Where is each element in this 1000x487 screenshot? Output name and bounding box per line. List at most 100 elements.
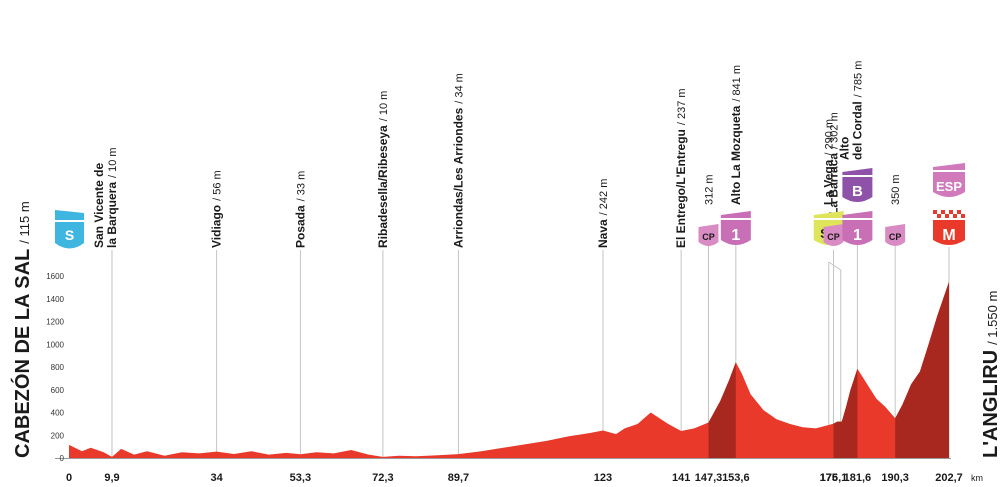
guide-line-la-vega: [828, 261, 842, 458]
location-name: Vidiago/ 56 m: [210, 170, 224, 248]
location-label: Arriondas/Les Arriondes/ 34 m: [451, 73, 465, 248]
bonus-flag-icon: [842, 168, 873, 175]
finish-flag-cell: [937, 214, 941, 218]
climb-category-marker: 1: [842, 211, 873, 245]
location-label: Alto La Mozqueta/ 841 m: [729, 65, 743, 205]
cp-marker: CP: [698, 224, 719, 246]
finish-flag-cell: [941, 210, 945, 214]
finish-marker: M: [933, 210, 965, 245]
finish-badge: [933, 220, 965, 245]
bonus-text: B: [852, 183, 863, 200]
location-name: Alto La Mozqueta/ 841 m: [729, 65, 743, 205]
x-tick-label: 89,7: [448, 472, 469, 484]
y-tick-label: 400: [51, 409, 65, 418]
finish-flag-cell: [961, 210, 965, 214]
finish-text: M: [942, 227, 955, 244]
finish-altitude: / 1.550 m: [985, 291, 1000, 345]
x-tick-label: 123: [594, 472, 612, 484]
finish-flag-cell: [949, 214, 953, 218]
location-altitude: 350 m: [890, 174, 902, 205]
location-name: la Barquera/ 10 m: [105, 147, 119, 248]
cp-marker: CP: [885, 224, 906, 246]
start-marker-text: S: [65, 227, 74, 243]
location-name: El Entrego/L'Entregu/ 237 m: [674, 88, 688, 248]
start-name: CABEZÓN DE LA SAL: [10, 249, 34, 458]
location-altitude: 312 m: [703, 174, 715, 205]
x-unit-label: km: [971, 473, 983, 483]
climb-category-text: 1: [731, 227, 740, 244]
special-badge: [933, 172, 965, 197]
location-name: Arriondas/Les Arriondes/ 34 m: [451, 73, 465, 248]
location-name: San Vicente de: [92, 163, 106, 248]
finish-flag-cell: [953, 210, 957, 214]
bonus-badge: [842, 177, 873, 202]
cp-text: CP: [827, 232, 840, 242]
location-label: 312 m: [703, 174, 715, 205]
x-tick-label: 72,3: [372, 472, 393, 484]
cp-badge: [823, 224, 844, 246]
y-tick-label: 1600: [46, 272, 64, 281]
profile-area: [69, 281, 949, 458]
location-altitude: / 242 m: [598, 179, 610, 216]
x-tick-label: 190,3: [881, 472, 909, 484]
x-axis: 0 9,9 34 53,3 72,3 89,7 123 141 147,3 153,6 175176…: [66, 472, 983, 484]
location-label: El Entrego/L'Entregu/ 237 m: [674, 88, 688, 248]
location-altitude: / 33 m: [295, 171, 307, 202]
special-marker: ESP: [933, 163, 965, 197]
location-altitude: / 785 m: [852, 61, 864, 98]
location-guides: [111, 245, 950, 458]
location-altitude: / 56 m: [212, 170, 224, 201]
location-name: Alto: [837, 137, 851, 160]
climb-badge: [842, 220, 873, 245]
climb-flag-icon: [720, 211, 751, 218]
location-altitude: / 302 m: [829, 112, 841, 149]
location-label: Nava/ 242 m: [596, 179, 610, 248]
location-label: La Vega/ 290 m: [822, 119, 836, 205]
start-badge: [55, 222, 84, 249]
location-label: Vidiago/ 56 m: [210, 170, 224, 248]
x-tick-label: 141: [672, 472, 690, 484]
elevation-profile: [55, 281, 951, 459]
finish-flag-cell: [933, 210, 937, 214]
location-label: 350 m: [890, 174, 902, 205]
finish-flag-cell: [933, 214, 937, 218]
x-tick-label: 9,9: [104, 472, 119, 484]
svg-text:CABEZÓN DE LA SAL/ 115 m: CABEZÓN DE LA SAL / 115 m: [10, 201, 34, 458]
climb-badge: [720, 220, 751, 245]
special-text: ESP: [936, 179, 962, 194]
climb-category-text: 1: [853, 227, 862, 244]
finish-flag-cell: [949, 210, 953, 214]
location-altitude: / 34 m: [453, 73, 465, 104]
climb-category-marker: 1: [720, 211, 751, 245]
cp-text: CP: [889, 232, 902, 242]
finish-flag-cell: [957, 210, 961, 214]
location-name: La Barraca/ 302 m: [827, 112, 841, 215]
y-tick-label: 1400: [46, 295, 64, 304]
cp-badge: [885, 224, 906, 246]
start-title: CABEZÓN DE LA SAL / 115 m: [10, 201, 34, 458]
location-altitude: / 237 m: [676, 88, 688, 125]
x-tick-label: 181,6: [844, 472, 872, 484]
location-label: Ribadesella/Ribeseya/ 10 m: [376, 91, 390, 248]
location-name: Ribadesella/Ribeseya/ 10 m: [376, 91, 390, 248]
finish-flag-cell: [937, 210, 941, 214]
climb-segment: [895, 281, 949, 458]
y-tick-label: 600: [51, 386, 65, 395]
svg-text:L'ANGLIRU/ 1.550 m: L'ANGLIRU / 1.550 m: [980, 291, 1000, 458]
cp-badge: [698, 224, 719, 246]
location-name: La Vega/ 290 m: [822, 119, 836, 205]
y-tick-label: 1000: [46, 340, 64, 349]
finish-flag-cell: [953, 214, 957, 218]
location-name: Nava/ 242 m: [596, 179, 610, 248]
stage-markers: CP1SPCP1BCPMESP: [698, 163, 965, 246]
climb-segment: [708, 362, 736, 458]
y-tick-label: 0: [60, 454, 65, 463]
finish-flag-cell: [961, 214, 965, 218]
x-tick-label: 147,3: [695, 472, 723, 484]
location-altitude: / 10 m: [378, 91, 390, 122]
cp-marker: CP: [823, 224, 844, 246]
bonus-marker: B: [842, 168, 873, 202]
climb-flag-icon: [842, 211, 873, 218]
climb-segment: [833, 368, 858, 458]
